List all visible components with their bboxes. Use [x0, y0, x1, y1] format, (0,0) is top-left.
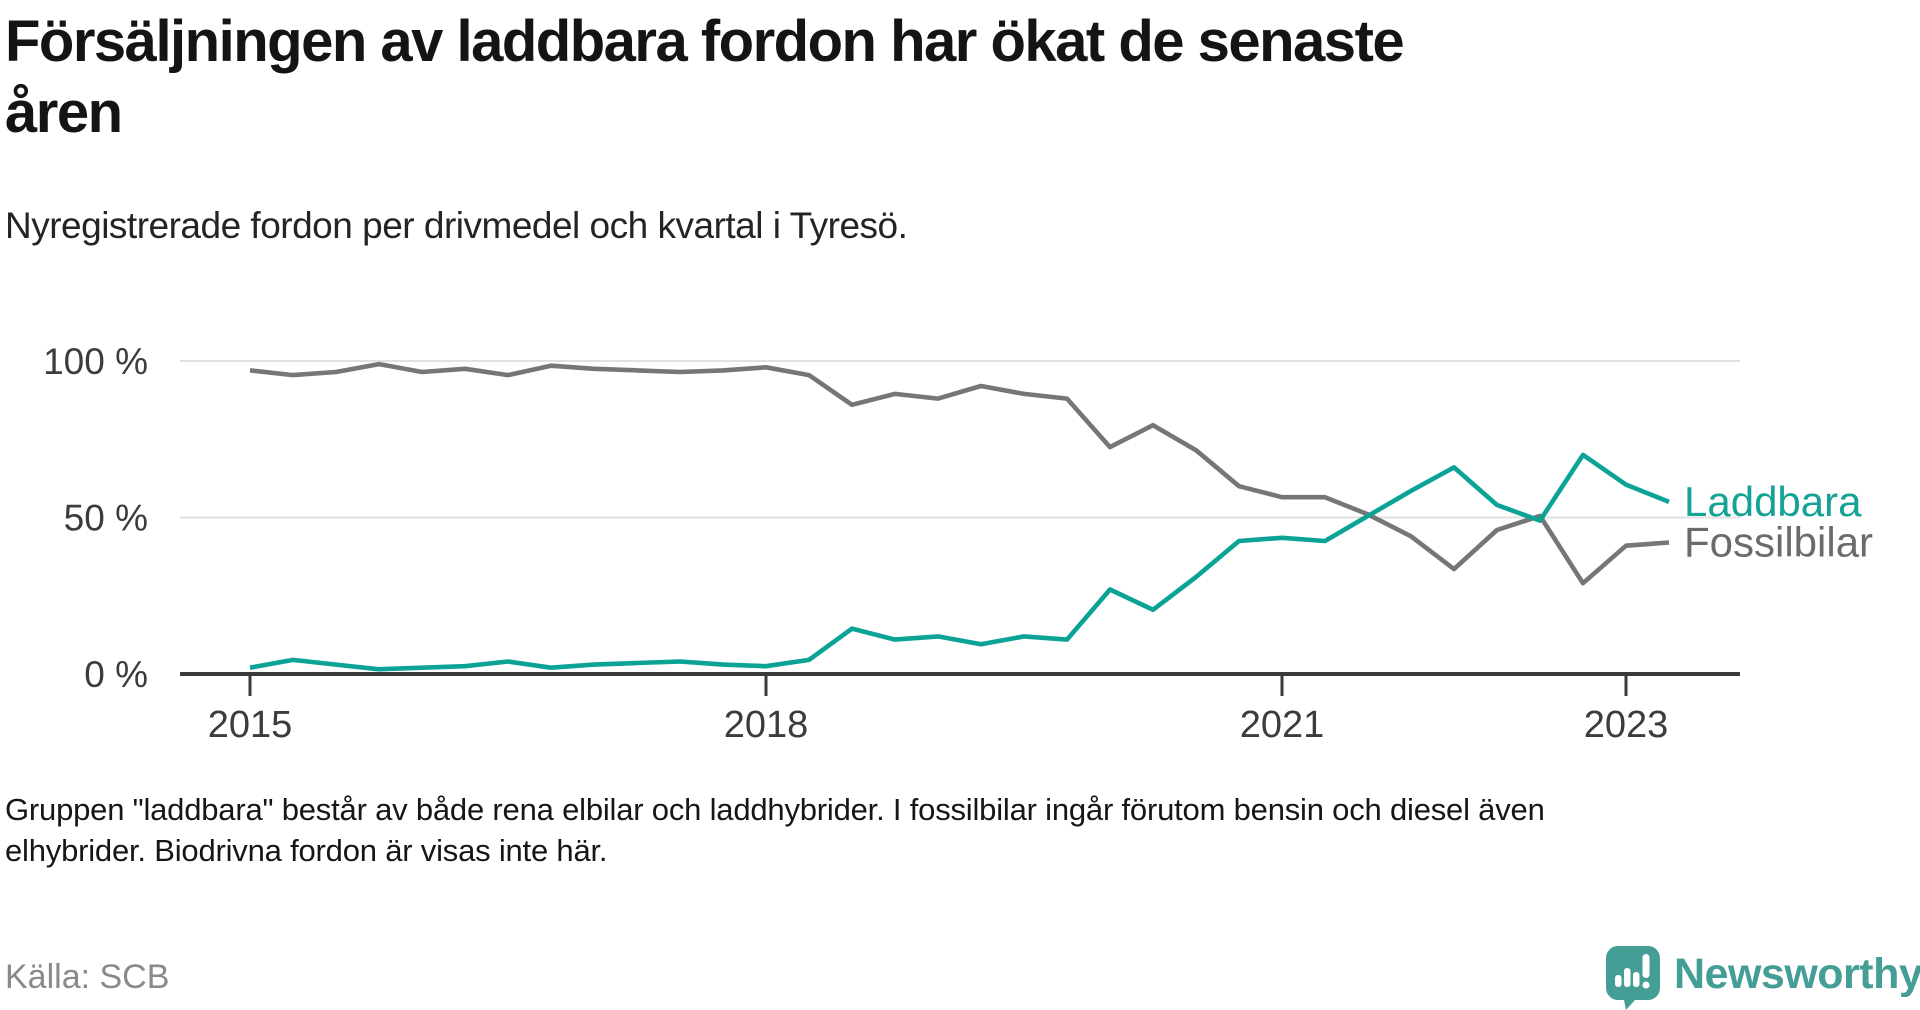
newsworthy-logo-icon — [1606, 946, 1660, 1010]
x-axis-tick-label: 2018 — [724, 704, 809, 746]
source-label: Källa: SCB — [5, 958, 170, 996]
series-line-laddbara — [249, 452, 1670, 672]
y-axis-tick-label: 0 % — [84, 654, 148, 695]
x-axis-tick-label: 2021 — [1240, 704, 1325, 746]
x-axis-tick-label: 2015 — [208, 704, 293, 746]
logo-exclamation-dot — [1642, 981, 1650, 989]
y-axis-tick-label: 50 % — [64, 498, 148, 539]
logo-exclamation-stem — [1642, 954, 1650, 978]
title-line-2: åren — [5, 80, 123, 145]
page-title: Försäljningen av laddbara fordon har öka… — [5, 6, 1405, 148]
series-label-laddbara: Laddbara — [1684, 478, 1862, 525]
chart-subtitle: Nyregistrerade fordon per drivmedel och … — [5, 205, 908, 246]
x-axis-tick-label: 2023 — [1584, 704, 1669, 746]
logo-bar-1 — [1615, 975, 1622, 987]
y-axis-tick-label: 100 % — [43, 341, 148, 382]
series-label-fossilbilar: Fossilbilar — [1684, 519, 1873, 566]
footnote-line-2: elhybrider. Biodrivna fordon är visas in… — [5, 833, 608, 868]
footnote: Gruppen "laddbara" består av både rena e… — [5, 789, 1545, 871]
footnote-line-1: Gruppen "laddbara" består av både rena e… — [5, 792, 1545, 827]
title-line-1: Försäljningen av laddbara fordon har öka… — [5, 9, 1405, 74]
logo-bar-2 — [1624, 968, 1631, 987]
newsworthy-logo: Newsworthy — [1604, 944, 1920, 1010]
series-line-fossilbilar — [249, 361, 1670, 586]
newsworthy-logo-text: Newsworthy — [1674, 950, 1920, 998]
logo-bar-3 — [1633, 972, 1640, 987]
